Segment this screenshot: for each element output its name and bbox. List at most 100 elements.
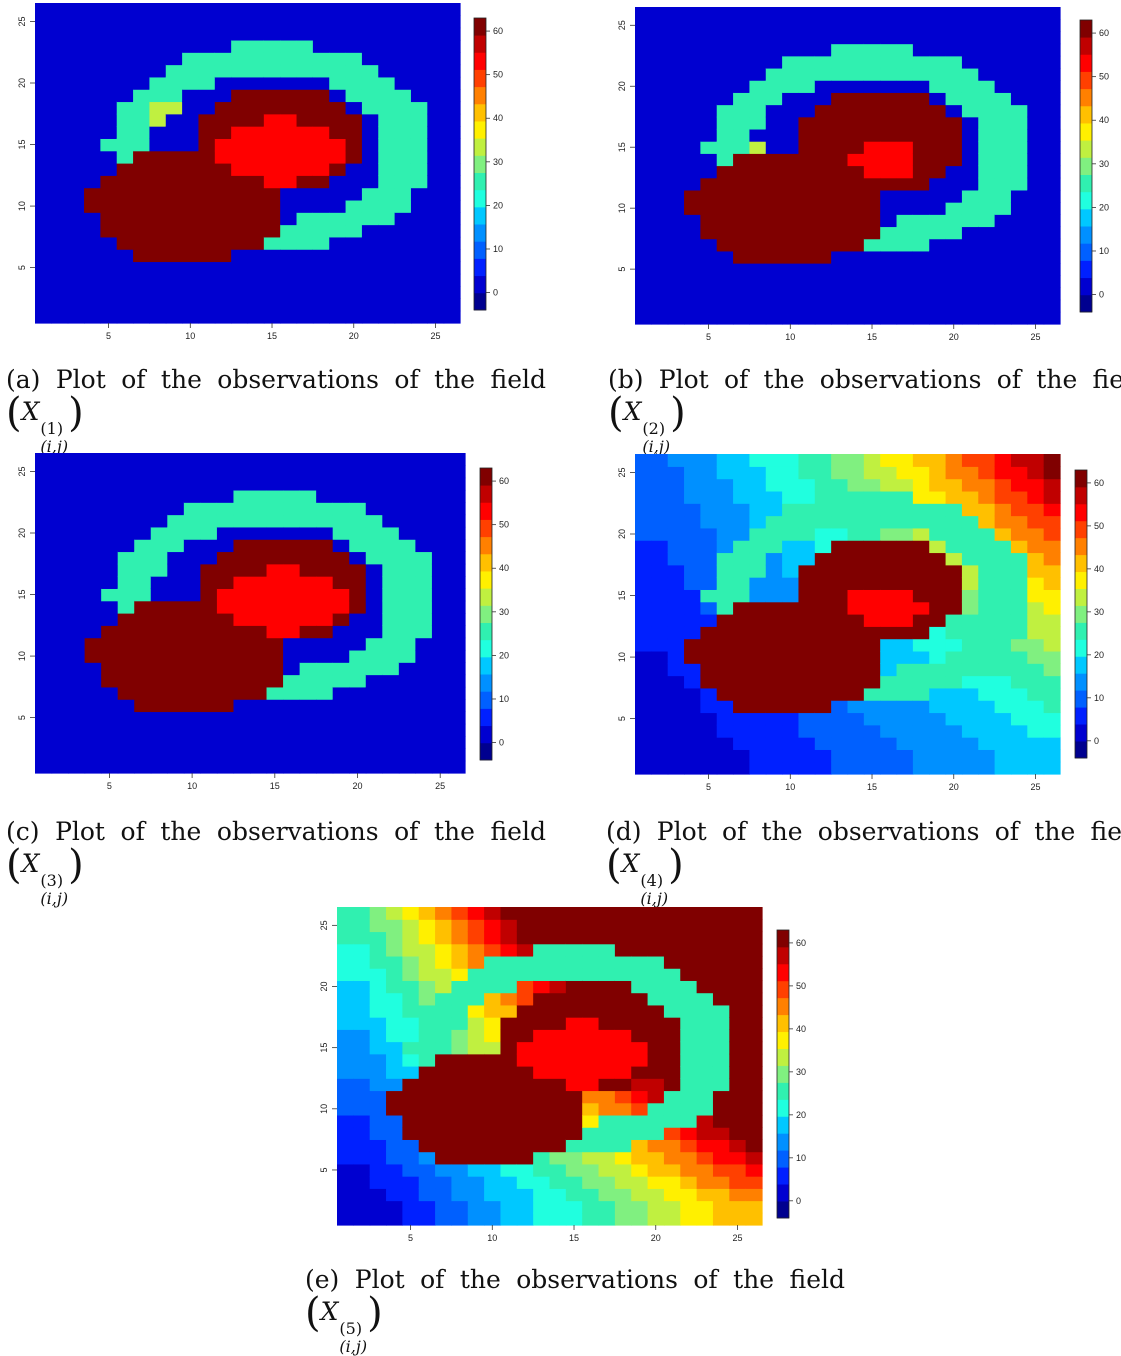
heatmap-cell xyxy=(216,563,235,577)
heatmap-cell xyxy=(945,177,963,191)
heatmap-cell xyxy=(427,89,445,103)
heatmap-cell xyxy=(435,1212,453,1226)
colorbar-band xyxy=(474,155,486,173)
heatmap-cell xyxy=(847,552,865,566)
heatmap-cell xyxy=(247,89,265,103)
math-subscript: (i,j) xyxy=(40,889,69,908)
heatmap-cell xyxy=(296,199,314,213)
heatmap-cell xyxy=(134,711,152,725)
heatmap-cell xyxy=(749,540,767,554)
heatmap-cell xyxy=(533,1114,551,1128)
heatmap-cell xyxy=(200,662,218,676)
heatmap-cell xyxy=(814,687,832,701)
math-subscript: (i,j) xyxy=(339,1337,368,1356)
heatmap-cell xyxy=(782,540,800,554)
heatmap-cell xyxy=(51,551,69,565)
heatmap-cell xyxy=(167,625,185,639)
heatmap-cell xyxy=(749,214,767,228)
heatmap-cell xyxy=(896,67,914,81)
heatmap-cell xyxy=(337,1004,354,1018)
heatmap-cell xyxy=(165,249,183,263)
heatmap-cell xyxy=(745,1090,763,1104)
heatmap-cell xyxy=(912,238,930,252)
heatmap-cell xyxy=(410,249,428,263)
heatmap-cell xyxy=(312,138,330,152)
heatmap-cell xyxy=(863,552,881,566)
heatmap-cell xyxy=(133,286,151,299)
heatmap-cell xyxy=(912,589,930,603)
heatmap-cell xyxy=(345,27,363,41)
heatmap-cell xyxy=(749,601,767,615)
heatmap-cell xyxy=(299,539,317,553)
heatmap-cell xyxy=(1043,311,1061,325)
heatmap-cell xyxy=(51,625,69,639)
heatmap-cell xyxy=(1027,202,1045,215)
heatmap-cell xyxy=(647,1029,665,1043)
heatmap-cell xyxy=(402,1114,420,1128)
heatmap-cell xyxy=(101,637,119,651)
heatmap-cell xyxy=(410,310,428,324)
heatmap-cell xyxy=(84,662,102,676)
heatmap-cell xyxy=(365,489,383,503)
heatmap-cell xyxy=(582,1212,600,1226)
heatmap-cell xyxy=(484,980,502,994)
heatmap-cell xyxy=(912,478,930,492)
heatmap-cell xyxy=(51,723,69,737)
heatmap-cell xyxy=(231,175,249,189)
heatmap-cell xyxy=(337,968,354,981)
heatmap-cell xyxy=(635,540,652,554)
heatmap-cell xyxy=(929,19,947,32)
heatmap-cell xyxy=(565,1102,583,1116)
heatmap-cell xyxy=(349,760,367,774)
heatmap-cell xyxy=(684,226,701,240)
heatmap-cell xyxy=(316,539,334,553)
heatmap-cell xyxy=(912,226,930,240)
heatmap-cell xyxy=(410,224,428,238)
heatmap-cell xyxy=(945,724,963,738)
heatmap-cell xyxy=(549,1127,567,1140)
heatmap-cell xyxy=(349,576,367,589)
heatmap-cell xyxy=(896,490,914,504)
heatmap-cell xyxy=(929,7,947,20)
heatmap-cell xyxy=(978,761,996,775)
heatmap-cell xyxy=(100,52,118,66)
heatmap-cell xyxy=(233,453,251,466)
heatmap-cells xyxy=(35,453,466,774)
colorbar-band xyxy=(474,241,486,259)
colorbar-tick-label: 50 xyxy=(1094,521,1104,531)
heatmap-cell xyxy=(798,311,816,325)
heatmap-cell xyxy=(263,64,281,78)
heatmap-cell xyxy=(312,126,330,139)
heatmap-cell xyxy=(1010,263,1028,276)
heatmap-cell xyxy=(1027,712,1045,726)
heatmap-cell xyxy=(316,711,334,725)
heatmap-cell xyxy=(651,589,669,603)
heatmap-cell xyxy=(667,687,685,701)
colorbar-band xyxy=(474,86,486,105)
heatmap-cell xyxy=(863,43,881,57)
heatmap-cell xyxy=(765,43,783,57)
heatmap-cell xyxy=(831,92,849,106)
heatmap-cell xyxy=(733,663,751,677)
x-tick-label: 5 xyxy=(106,331,111,341)
heatmap-cell xyxy=(782,466,800,480)
heatmap-cell xyxy=(745,907,763,920)
heatmap-cell xyxy=(961,675,979,689)
heatmap-cell xyxy=(635,490,652,504)
heatmap-cell xyxy=(500,907,518,920)
heatmap-cell xyxy=(332,637,350,651)
heatmap-cell xyxy=(116,286,134,299)
heatmap-cell xyxy=(200,551,218,565)
heatmap-cell xyxy=(1043,650,1061,664)
heatmap-cell xyxy=(696,1139,714,1153)
heatmap-cell xyxy=(745,1041,763,1055)
heatmap-cell xyxy=(329,76,347,90)
heatmap-cell xyxy=(116,27,134,41)
heatmap-cell xyxy=(418,1078,436,1092)
heatmap-cell xyxy=(847,250,865,264)
heatmap-cell xyxy=(614,968,632,981)
heatmap-cell xyxy=(961,478,979,492)
heatmap-cell xyxy=(398,711,416,725)
heatmap-cell xyxy=(945,80,963,93)
heatmap-cell xyxy=(394,273,412,287)
